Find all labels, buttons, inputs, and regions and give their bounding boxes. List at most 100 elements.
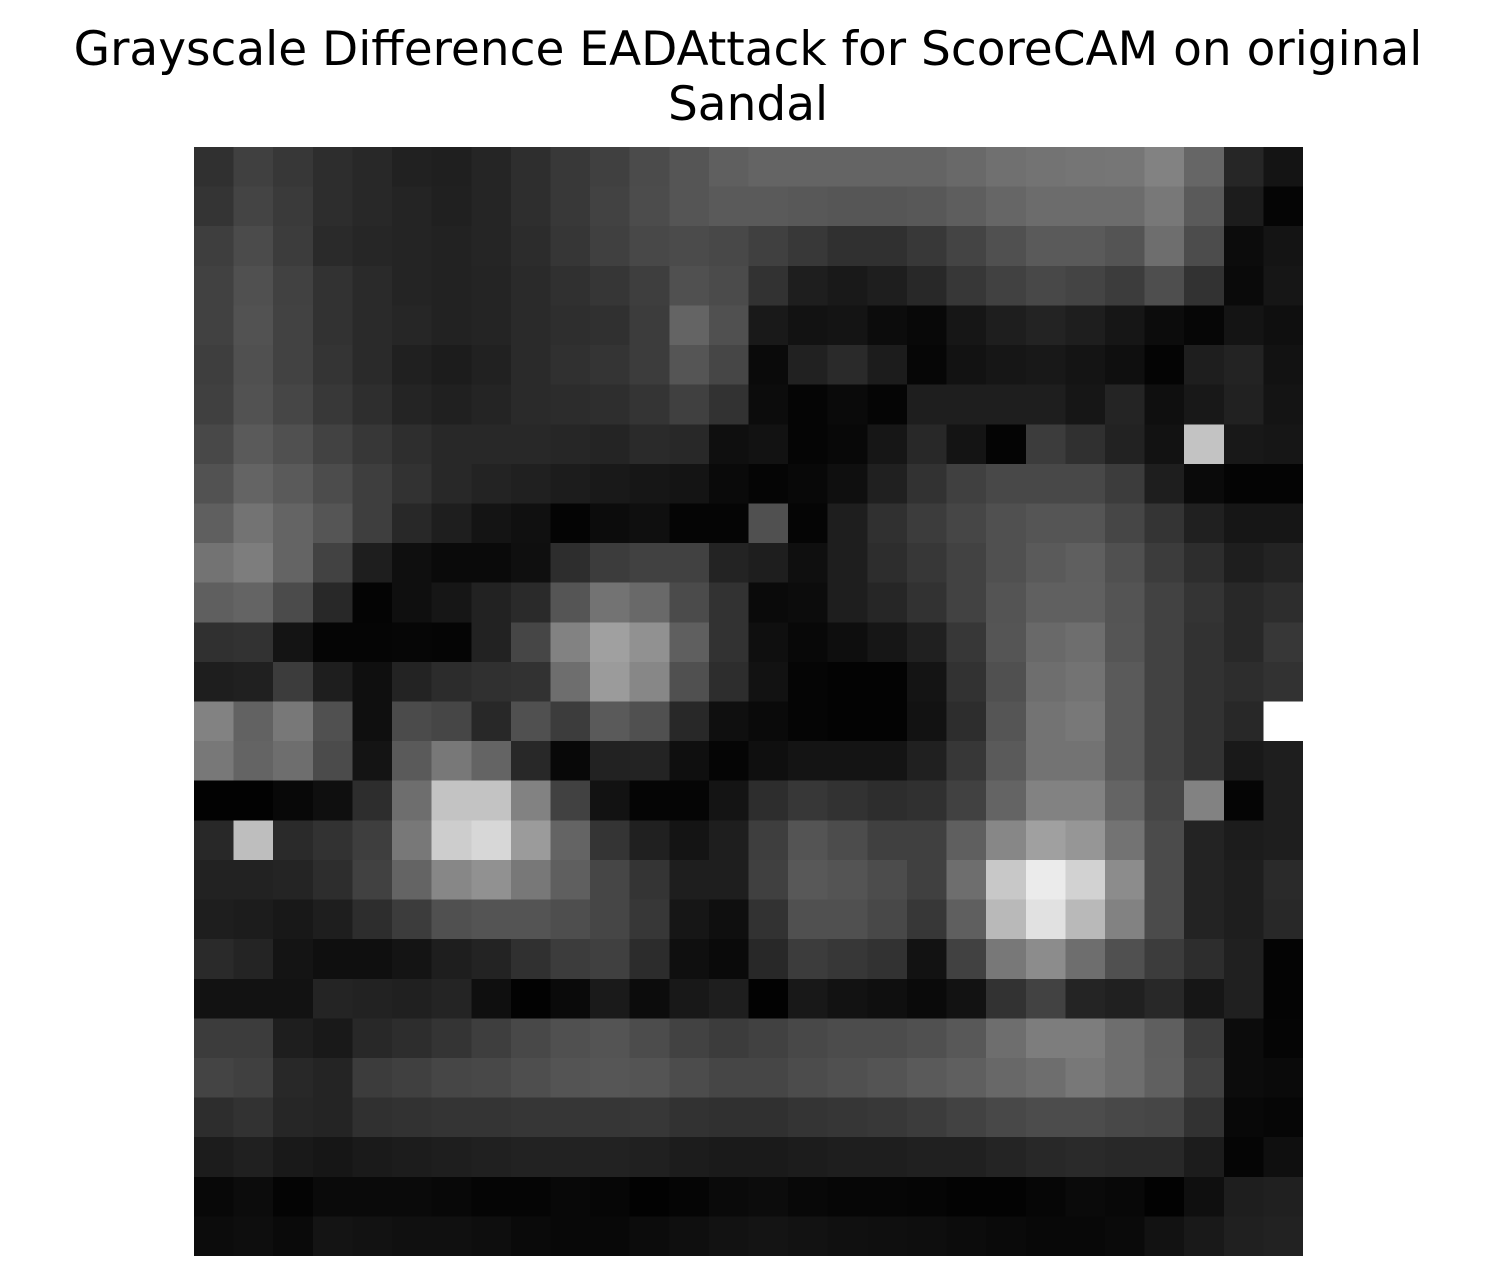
- heatmap-cell: [392, 1057, 433, 1099]
- heatmap-cell: [471, 1057, 512, 1099]
- heatmap-cell: [194, 463, 235, 505]
- heatmap-cell: [1184, 305, 1225, 346]
- heatmap-cell: [748, 978, 789, 1019]
- heatmap-cell: [669, 1216, 710, 1256]
- heatmap-cell: [708, 780, 750, 821]
- heatmap-cell: [273, 701, 314, 742]
- heatmap-cell: [1223, 345, 1264, 386]
- heatmap-cell: [867, 305, 908, 346]
- heatmap-cell: [986, 345, 1027, 386]
- heatmap-cell: [708, 147, 750, 188]
- heatmap-cell: [550, 147, 591, 188]
- heatmap-cell: [867, 741, 908, 782]
- heatmap-cell: [590, 701, 631, 742]
- heatmap-cell: [1263, 1018, 1303, 1059]
- heatmap-cell: [431, 1097, 472, 1138]
- heatmap-cell: [906, 543, 948, 584]
- heatmap-cell: [1263, 186, 1303, 227]
- heatmap-cell: [946, 820, 987, 861]
- heatmap-cell: [946, 899, 987, 940]
- heatmap-cell: [590, 1057, 631, 1099]
- heatmap-cell: [986, 1057, 1027, 1099]
- heatmap-cell: [352, 820, 393, 861]
- heatmap-cell: [194, 978, 235, 1019]
- heatmap-cell: [1223, 741, 1264, 782]
- heatmap-cell: [1104, 463, 1146, 505]
- heatmap-cell: [1184, 741, 1225, 782]
- heatmap-cell: [392, 384, 433, 425]
- heatmap-cell: [312, 820, 354, 861]
- heatmap-cell: [233, 859, 274, 901]
- heatmap-cell: [788, 1137, 829, 1178]
- heatmap-cell: [946, 622, 987, 663]
- heatmap-cell: [233, 384, 274, 425]
- heatmap-cell: [392, 939, 433, 980]
- heatmap-cell: [748, 147, 789, 188]
- heatmap-cell: [1104, 424, 1146, 465]
- heatmap-cell: [708, 226, 750, 267]
- heatmap-cell: [867, 939, 908, 980]
- heatmap-cell: [1025, 899, 1066, 940]
- heatmap-cell: [748, 1137, 789, 1178]
- heatmap-cell: [431, 899, 472, 940]
- heatmap-cell: [273, 661, 314, 703]
- heatmap-cell: [431, 661, 472, 703]
- heatmap-cell: [1144, 859, 1185, 901]
- heatmap-cell: [392, 226, 433, 267]
- heatmap-cell: [708, 1176, 750, 1217]
- heatmap-cell: [867, 1137, 908, 1178]
- heatmap-cell: [1065, 384, 1106, 425]
- heatmap-cell: [669, 543, 710, 584]
- heatmap-cell: [946, 1176, 987, 1217]
- heatmap-cell: [194, 147, 235, 188]
- heatmap-cell: [1025, 1018, 1066, 1059]
- heatmap-cell: [194, 265, 235, 307]
- heatmap-cell: [986, 820, 1027, 861]
- heatmap-cell: [233, 661, 274, 703]
- heatmap-cell: [312, 305, 354, 346]
- heatmap-cell: [510, 939, 552, 980]
- heatmap-cell: [827, 345, 868, 386]
- heatmap-cell: [312, 1176, 354, 1217]
- heatmap-cell: [708, 939, 750, 980]
- heatmap-cell: [708, 384, 750, 425]
- heatmap-cell: [194, 661, 235, 703]
- heatmap-cell: [1223, 1137, 1264, 1178]
- heatmap-cell: [590, 741, 631, 782]
- heatmap-cell: [352, 543, 393, 584]
- heatmap-cell: [1144, 1216, 1185, 1256]
- heatmap-cell: [550, 1216, 591, 1256]
- heatmap-cell: [273, 582, 314, 623]
- heatmap-cell: [471, 345, 512, 386]
- heatmap-cell: [708, 424, 750, 465]
- chart-title-line-1: Grayscale Difference EADAttack for Score…: [73, 22, 1423, 77]
- heatmap-cell: [431, 939, 472, 980]
- heatmap-cell: [1263, 859, 1303, 901]
- heatmap-cell: [431, 1176, 472, 1217]
- heatmap-cell: [827, 701, 868, 742]
- heatmap-cell: [233, 226, 274, 267]
- heatmap-cell: [1223, 978, 1264, 1019]
- heatmap-cell: [194, 701, 235, 742]
- heatmap-cell: [906, 820, 948, 861]
- heatmap-cell: [273, 1057, 314, 1099]
- heatmap-cell: [590, 780, 631, 821]
- heatmap-cell: [788, 661, 829, 703]
- heatmap-cell: [590, 661, 631, 703]
- heatmap-cell: [510, 1216, 552, 1256]
- heatmap-cell: [352, 384, 393, 425]
- heatmap-cell: [1263, 1097, 1303, 1138]
- heatmap-cell: [1104, 305, 1146, 346]
- heatmap-cell: [194, 1097, 235, 1138]
- heatmap-cell: [946, 503, 987, 544]
- heatmap-cell: [1065, 661, 1106, 703]
- heatmap-cell: [906, 1097, 948, 1138]
- heatmap-cell: [1144, 820, 1185, 861]
- heatmap-cell: [669, 741, 710, 782]
- heatmap-cell: [510, 978, 552, 1019]
- heatmap-cell: [590, 265, 631, 307]
- heatmap-cell: [352, 1216, 393, 1256]
- heatmap-cell: [1025, 939, 1066, 980]
- heatmap-cell: [748, 1097, 789, 1138]
- heatmap-cell: [1223, 1018, 1264, 1059]
